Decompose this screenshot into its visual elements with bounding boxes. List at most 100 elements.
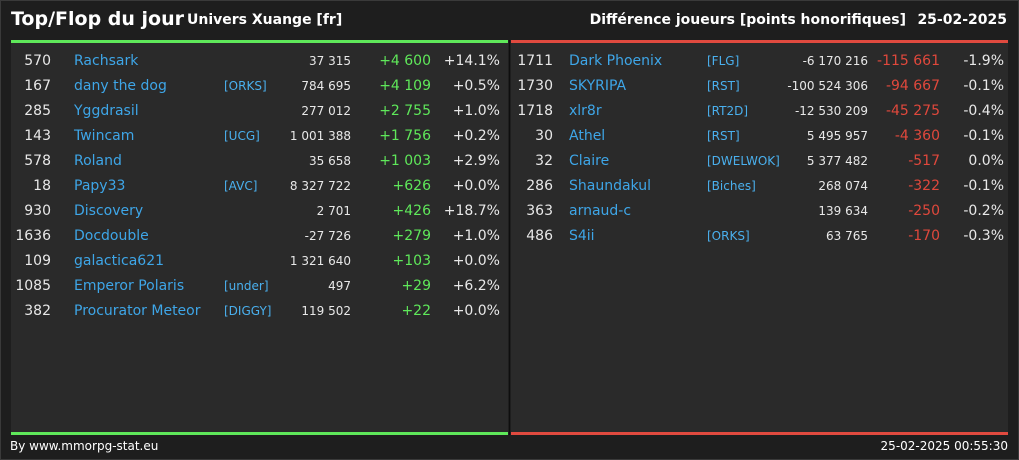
points-difference: +1 003 xyxy=(379,153,431,169)
player-rank: 18 xyxy=(33,178,51,194)
points-difference: -94 667 xyxy=(885,78,940,94)
panel-divider xyxy=(509,40,510,435)
points-difference: -115 661 xyxy=(877,53,940,69)
alliance-tag-link[interactable]: [DWELWOK] xyxy=(707,154,780,168)
player-name-link[interactable]: Dark Phoenix xyxy=(569,53,663,69)
percent-change: -1.9% xyxy=(963,53,1004,69)
player-name-link[interactable]: Emperor Polaris xyxy=(74,278,185,294)
alliance-tag-link[interactable]: [AVC] xyxy=(224,179,258,193)
player-points: 784 695 xyxy=(301,79,351,93)
percent-change: +0.0% xyxy=(452,253,500,269)
flop-row: 1730 SKYRIPA [RST] -100 524 306 -94 667 -0.1% xyxy=(511,74,1008,99)
player-rank: 486 xyxy=(526,228,553,244)
percent-change: 0.0% xyxy=(968,153,1004,169)
player-points: 119 502 xyxy=(301,304,351,318)
footer-timestamp: 25-02-2025 00:55:30 xyxy=(880,439,1008,453)
points-difference: -45 275 xyxy=(885,103,940,119)
top-row: 285 Yggdrasil 277 012 +2 755 +1.0% xyxy=(11,99,508,124)
player-name-link[interactable]: Claire xyxy=(569,153,610,169)
player-rank: 1730 xyxy=(517,78,553,94)
player-name-link[interactable]: Papy33 xyxy=(74,178,126,194)
player-rank: 1718 xyxy=(517,103,553,119)
player-points: -12 530 209 xyxy=(794,104,868,118)
player-rank: 285 xyxy=(24,103,51,119)
player-name-link[interactable]: Yggdrasil xyxy=(74,103,139,119)
top-list: 570 Rachsark 37 315 +4 600 +14.1% 167 dany the… xyxy=(11,49,508,324)
points-difference: +426 xyxy=(392,203,431,219)
player-name-link[interactable]: Athel xyxy=(569,128,606,144)
player-name-link[interactable]: Shaundakul xyxy=(569,178,651,194)
top-panel: 570 Rachsark 37 315 +4 600 +14.1% 167 dany the… xyxy=(11,40,508,435)
player-points: 2 701 xyxy=(316,204,351,218)
points-difference: -170 xyxy=(908,228,940,244)
player-name-link[interactable]: S4ii xyxy=(569,228,595,244)
flop-list: 1711 Dark Phoenix [FLG] -6 170 216 -115 661-… xyxy=(511,49,1008,249)
percent-change: +0.5% xyxy=(452,78,500,94)
player-rank: 1711 xyxy=(517,53,553,69)
alliance-tag-link[interactable]: [UCG] xyxy=(224,129,260,143)
player-points: 5 377 482 xyxy=(806,154,868,168)
player-points: 5 495 957 xyxy=(806,129,868,143)
player-rank: 570 xyxy=(24,53,51,69)
points-difference: +103 xyxy=(392,253,431,269)
top-row: 1085 Emperor Polaris [under] 497 +29 +6.2% xyxy=(11,274,508,299)
percent-change: +2.9% xyxy=(452,153,500,169)
points-difference: -517 xyxy=(908,153,940,169)
alliance-tag-link[interactable]: [RST] xyxy=(707,79,740,93)
top-row: 930 Discovery 2 701 +426 +18.7% xyxy=(11,199,508,224)
player-name-link[interactable]: Procurator Meteor xyxy=(74,303,201,319)
player-points: 277 012 xyxy=(301,104,351,118)
top-row: 143 Twincam [UCG] 1 001 388 +1 756 +0.2% xyxy=(11,124,508,149)
top-row: 1636 Docdouble -27 726 +279 +1.0% xyxy=(11,224,508,249)
player-points: -27 726 xyxy=(304,229,351,243)
footer-credit: By www.mmorpg-stat.eu xyxy=(10,439,159,453)
player-rank: 143 xyxy=(24,128,51,144)
flop-row: 363 arnaud-c 139 634 -250 -0.2% xyxy=(511,199,1008,224)
percent-change: -0.2% xyxy=(963,203,1004,219)
player-name-link[interactable]: dany the dog xyxy=(74,78,167,94)
alliance-tag-link[interactable]: [RT2D] xyxy=(707,104,749,118)
player-name-link[interactable]: Twincam xyxy=(74,128,135,144)
player-name-link[interactable]: SKYRIPA xyxy=(569,78,627,94)
percent-change: -0.1% xyxy=(963,128,1004,144)
player-rank: 32 xyxy=(535,153,553,169)
player-name-link[interactable]: Docdouble xyxy=(74,228,149,244)
player-name-link[interactable]: arnaud-c xyxy=(569,203,632,219)
flop-row: 486 S4ii [ORKS] 63 765 -170 -0.3% xyxy=(511,224,1008,249)
alliance-tag-link[interactable]: [ORKS] xyxy=(707,229,750,243)
alliance-tag-link[interactable]: [DIGGY] xyxy=(224,304,272,318)
flop-divider-line xyxy=(511,40,1008,43)
points-difference: +4 109 xyxy=(379,78,431,94)
player-rank: 578 xyxy=(24,153,51,169)
top-row: 109 galactica621 1 321 640 +103 +0.0% xyxy=(11,249,508,274)
percent-change: +18.7% xyxy=(443,203,500,219)
percent-change: +0.0% xyxy=(452,303,500,319)
player-name-link[interactable]: galactica621 xyxy=(74,253,165,269)
report-date: 25-02-2025 xyxy=(917,12,1007,28)
player-rank: 1085 xyxy=(15,278,51,294)
player-points: 35 658 xyxy=(309,154,351,168)
player-name-link[interactable]: Roland xyxy=(74,153,122,169)
alliance-tag-link[interactable]: [under] xyxy=(224,279,269,293)
player-rank: 382 xyxy=(24,303,51,319)
flop-row: 30 Athel [RST] 5 495 957 -4 360 -0.1% xyxy=(511,124,1008,149)
percent-change: -0.4% xyxy=(963,103,1004,119)
player-name-link[interactable]: Discovery xyxy=(74,203,144,219)
top-row: 167 dany the dog [ORKS] 784 695 +4 109 +0.5% xyxy=(11,74,508,99)
percent-change: +1.0% xyxy=(452,103,500,119)
alliance-tag-link[interactable]: [Biches] xyxy=(707,179,756,193)
player-points: 139 634 xyxy=(818,204,868,218)
points-difference: +626 xyxy=(392,178,431,194)
player-name-link[interactable]: Rachsark xyxy=(74,53,139,69)
alliance-tag-link[interactable]: [FLG] xyxy=(707,54,740,68)
points-difference: -250 xyxy=(908,203,940,219)
alliance-tag-link[interactable]: [RST] xyxy=(707,129,740,143)
alliance-tag-link[interactable]: [ORKS] xyxy=(224,79,267,93)
player-name-link[interactable]: xlr8r xyxy=(569,103,602,119)
percent-change: +0.2% xyxy=(452,128,500,144)
page-title: Top/Flop du jour xyxy=(11,8,184,30)
player-rank: 167 xyxy=(24,78,51,94)
difference-label: Différence joueurs [points honorifiques] xyxy=(589,12,906,28)
player-points: 268 074 xyxy=(818,179,868,193)
